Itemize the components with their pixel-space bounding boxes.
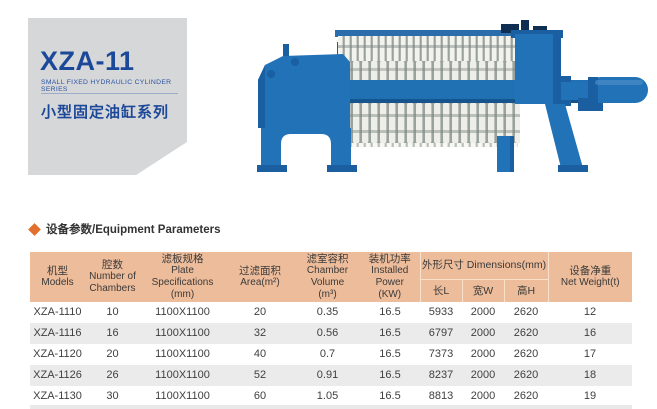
series-card: XZA-11 SMALL FIXED HYDRAULIC CYLINDER SE…	[28, 18, 187, 175]
value-cell: 0.56	[316, 327, 339, 340]
value-cell: 5933	[428, 306, 454, 319]
value-cell: 2620	[513, 327, 539, 340]
filter-press-illustration	[257, 20, 648, 172]
header-plate-en: Plate Specifications	[151, 265, 214, 289]
value-cell: 8237	[428, 369, 454, 382]
value-cell: 40	[253, 348, 267, 361]
diamond-icon	[28, 222, 41, 236]
value-cell: 2620	[513, 348, 539, 361]
value-cell: 20	[253, 306, 267, 319]
value-cell: 30	[106, 390, 119, 403]
value-cell: 16.5	[379, 348, 401, 361]
header-chambers-cn: 腔数	[102, 258, 123, 271]
value-cell: 1100X1100	[155, 327, 210, 340]
col-header-dimensions-group: 外形尺寸 Dimensions(mm)	[419, 252, 549, 281]
header-volume-en: Chamber Volume	[306, 265, 349, 289]
table-bottom-strip	[30, 405, 632, 409]
col-header-length: 长L	[419, 279, 462, 302]
header-plate-cn: 滤板规格	[161, 253, 204, 265]
header-power-en: Installed Power	[371, 265, 409, 289]
series-title: XZA-11	[40, 46, 135, 76]
col-header-chamber-volume: 滤室容积 Chamber Volume (m³)	[295, 252, 360, 302]
header-power-unit: (KW)	[378, 288, 402, 300]
value-cell: 2000	[470, 390, 496, 403]
value-cell: 20	[106, 348, 119, 361]
header-area-en: Area(m²)	[240, 277, 280, 289]
header-models-cn: 机型	[47, 264, 68, 277]
value-cell: 16	[583, 327, 597, 340]
model-cell: XZA-1116	[33, 327, 82, 340]
value-cell: 2000	[470, 348, 496, 361]
value-cell: 1.05	[316, 390, 339, 403]
value-cell: 2620	[513, 390, 539, 403]
value-cell: 2000	[470, 306, 496, 319]
value-cell: 12	[583, 306, 597, 319]
value-cell: 17	[583, 348, 597, 361]
header-chambers-en1: Number of	[89, 271, 136, 283]
header-power-cn: 装机功率	[368, 253, 411, 265]
col-header-plate-spec: 滤板规格 Plate Specifications (mm)	[140, 252, 225, 302]
model-cell: XZA-1120	[33, 348, 82, 361]
value-cell: 0.91	[316, 369, 339, 382]
value-cell: 7373	[428, 348, 454, 361]
table-row: XZA-1130 30 1100X1100 60 1.05 16.5 8813 2000 262…	[30, 386, 632, 407]
value-cell: 32	[253, 327, 267, 340]
model-cell: XZA-1110	[33, 306, 82, 319]
value-cell: 16.5	[379, 369, 401, 382]
card-divider	[41, 93, 178, 94]
value-cell: 1100X1100	[155, 348, 210, 361]
header-volume-cn: 滤室容积	[306, 253, 349, 265]
value-cell: 2000	[470, 369, 496, 382]
value-cell: 8813	[428, 390, 454, 403]
equipment-parameters-table: 机型 Models 腔数 Number of Chambers 滤板规格 Pla…	[30, 252, 633, 407]
value-cell: 52	[253, 369, 267, 382]
value-cell: 2620	[513, 369, 539, 382]
col-header-width: 宽W	[461, 279, 504, 302]
header-weight-en: Net Weight(t)	[560, 277, 620, 289]
value-cell: 1100X1100	[155, 390, 210, 403]
section-heading: 设备参数/Equipment Parameters	[28, 221, 221, 237]
table-row: XZA-1126 26 1100X1100 52 0.91 16.5 8237 2000 262…	[30, 364, 633, 386]
value-cell: 0.7	[319, 348, 336, 361]
header-volume-unit: (m³)	[318, 288, 337, 300]
value-cell: 16.5	[379, 327, 401, 340]
col-header-models: 机型 Models	[30, 252, 85, 302]
table-row: XZA-1116 16 1100X1100 32 0.56 16.5 6797 2000 262…	[30, 322, 633, 344]
value-cell: 16.5	[379, 306, 401, 319]
table-body: XZA-1110 10 1100X1100 20 0.35 16.5 5933 2000 262…	[30, 302, 633, 407]
col-header-height: 高H	[503, 279, 549, 302]
model-cell: XZA-1130	[33, 390, 82, 403]
value-cell: 60	[253, 390, 267, 403]
value-cell: 19	[583, 390, 597, 403]
series-subtitle: SMALL FIXED HYDRAULIC CYLINDER SERIES	[41, 79, 172, 93]
value-cell: 16.5	[379, 390, 401, 403]
value-cell: 6797	[428, 327, 454, 340]
header-plate-unit: (mm)	[170, 288, 195, 300]
col-header-area: 过滤面积 Area(m²)	[225, 252, 295, 302]
series-name-cn: 小型固定油缸系列	[41, 104, 170, 121]
header-area-cn: 过滤面积	[239, 264, 281, 277]
table-row: XZA-1120 20 1100X1100 40 0.7 16.5 7373 2000 2620…	[30, 344, 632, 365]
table-row: XZA-1110 10 1100X1100 20 0.35 16.5 5933 2000 262…	[30, 302, 632, 323]
value-cell: 1100X1100	[155, 306, 210, 319]
header-weight-cn: 设备净重	[569, 264, 612, 277]
table-header: 机型 Models 腔数 Number of Chambers 滤板规格 Pla…	[30, 252, 633, 302]
col-header-net-weight: 设备净重 Net Weight(t)	[548, 252, 633, 302]
col-header-installed-power: 装机功率 Installed Power (KW)	[360, 252, 420, 302]
value-cell: 16	[106, 327, 119, 340]
value-cell: 1100X1100	[155, 369, 210, 382]
header-models-en: Models	[41, 277, 74, 289]
value-cell: 2000	[470, 327, 496, 340]
section-heading-label: 设备参数/Equipment Parameters	[46, 224, 221, 236]
value-cell: 2620	[513, 306, 539, 319]
value-cell: 26	[106, 369, 119, 382]
header-chambers-en2: Chambers	[89, 283, 136, 295]
value-cell: 0.35	[316, 306, 339, 319]
value-cell: 18	[583, 369, 597, 382]
col-header-chambers: 腔数 Number of Chambers	[85, 252, 140, 302]
value-cell: 10	[106, 306, 119, 319]
model-cell: XZA-1126	[33, 369, 82, 382]
